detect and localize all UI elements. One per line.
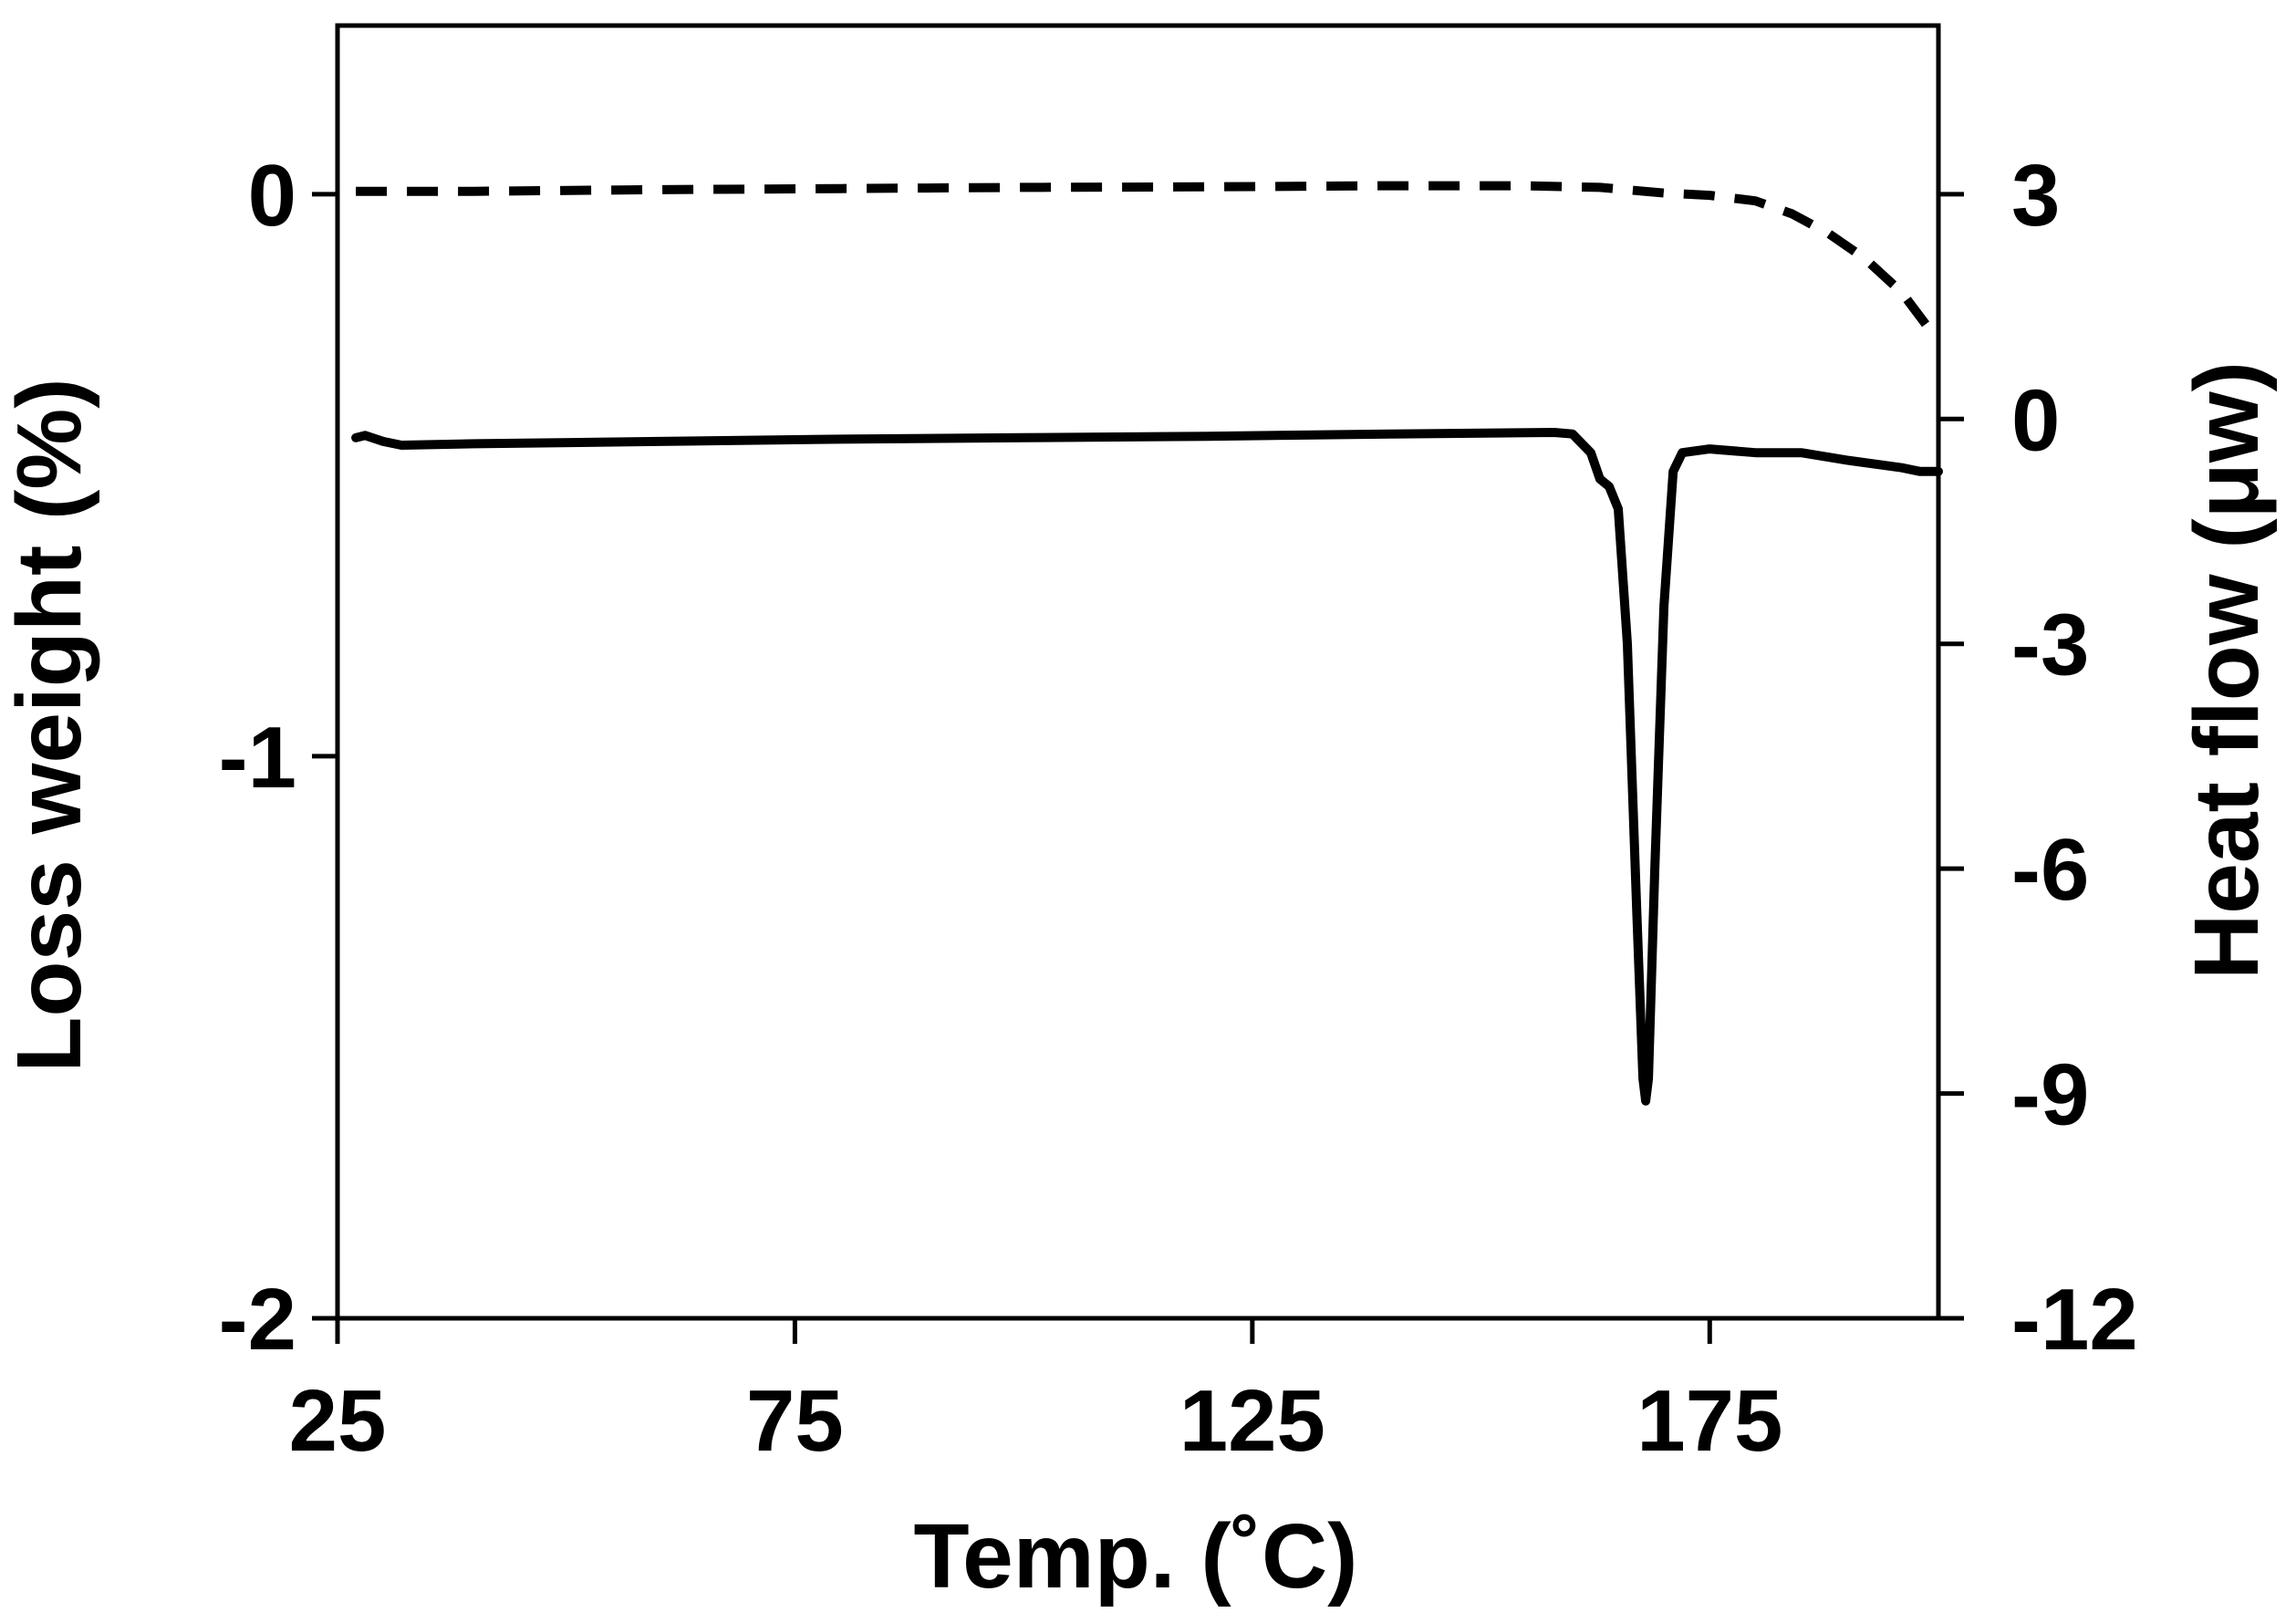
right-y-tick-label: 3 bbox=[2011, 147, 2060, 244]
right-y-axis-ticks: 3 0 -3 -6 -9 -12 bbox=[1938, 147, 2138, 1368]
x-tick-label: 25 bbox=[289, 1372, 387, 1470]
right-y-axis-title: Heat flow (μw) bbox=[2176, 361, 2278, 980]
right-y-tick-label: -12 bbox=[2011, 1271, 2138, 1368]
series-layer bbox=[351, 181, 1943, 1106]
left-y-tick-label: 0 bbox=[248, 147, 296, 244]
left-y-tick-label: -1 bbox=[219, 709, 296, 806]
right-y-tick-label: -3 bbox=[2011, 597, 2089, 694]
heat-flow-solid-line bbox=[351, 428, 1943, 1106]
right-y-tick-label: -6 bbox=[2011, 821, 2089, 919]
left-y-axis-title: Loss weight (%) bbox=[0, 378, 100, 1072]
left-y-axis-ticks: 0 -1 -2 bbox=[219, 147, 338, 1368]
plot-area-frame bbox=[335, 23, 1941, 1321]
left-y-tick-label: -2 bbox=[219, 1271, 296, 1368]
x-tick-label: 175 bbox=[1636, 1372, 1782, 1470]
x-tick-label: 125 bbox=[1179, 1372, 1325, 1470]
x-tick-label: 75 bbox=[746, 1372, 844, 1470]
loss-weight-dashed-line bbox=[356, 181, 1942, 341]
right-y-tick-label: -9 bbox=[2011, 1046, 2089, 1144]
x-axis-ticks: 25 75 125 175 bbox=[289, 1318, 1782, 1470]
x-axis-title: Temp. (˚C) bbox=[914, 1505, 1358, 1607]
right-y-tick-label: 0 bbox=[2011, 371, 2060, 469]
